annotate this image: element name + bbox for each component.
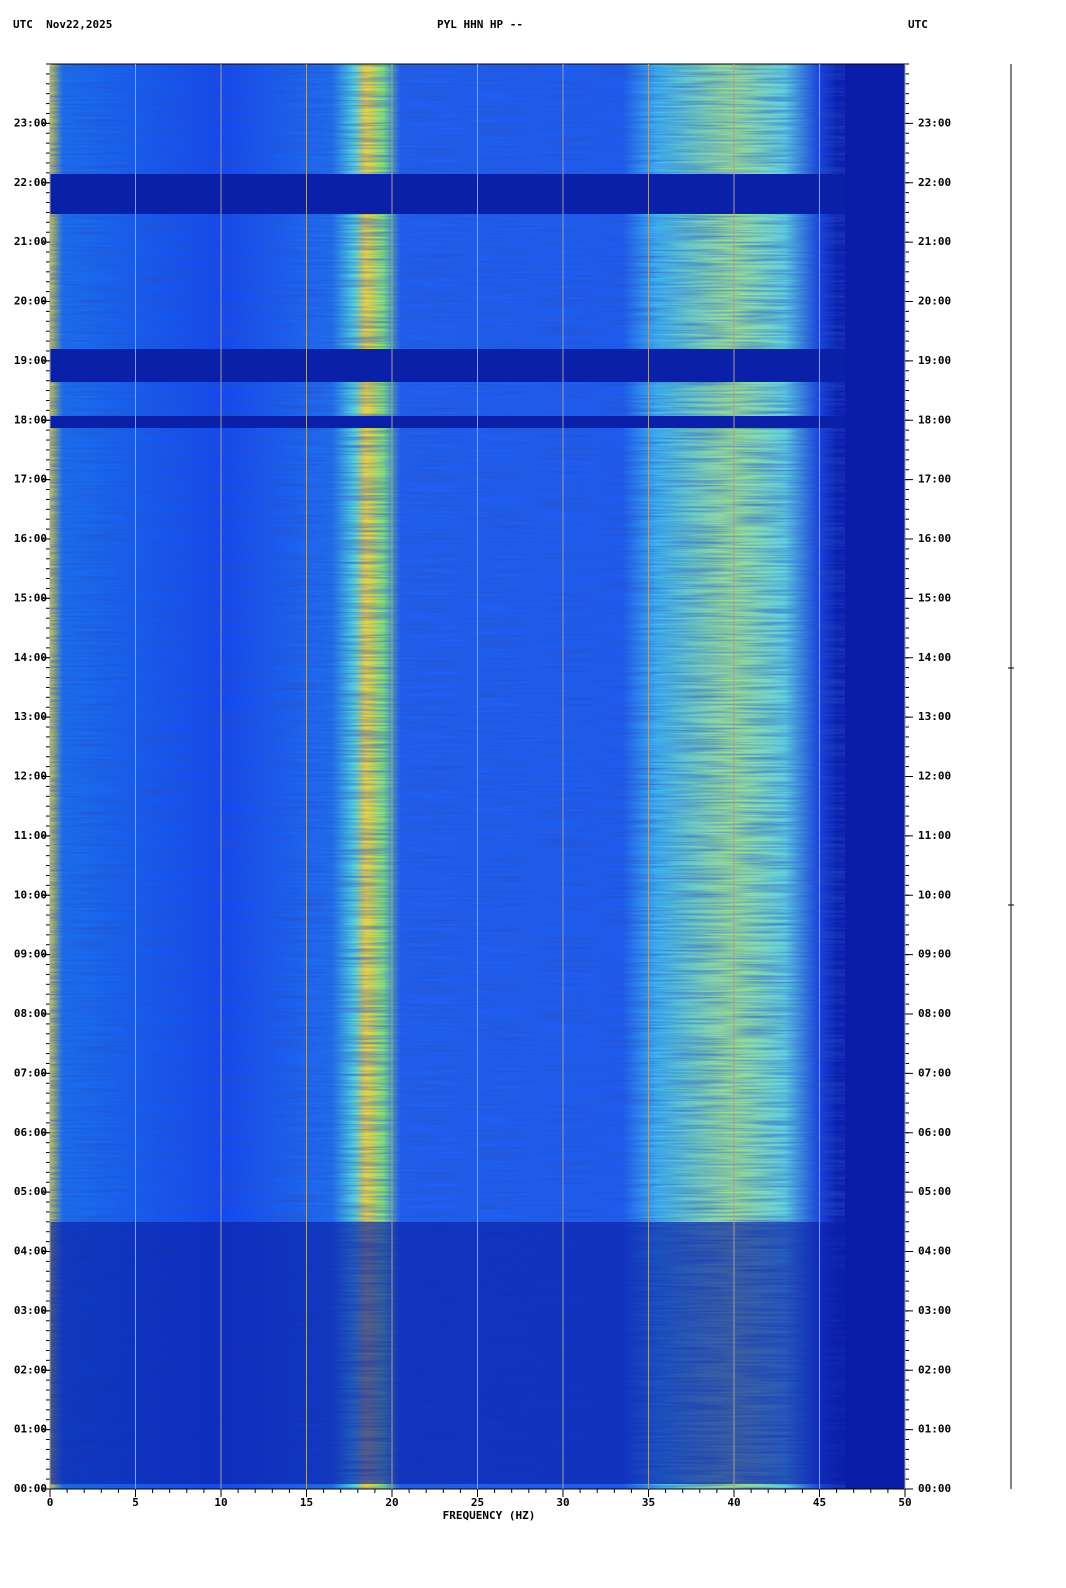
x-tick-label: 40 xyxy=(727,1496,740,1509)
y-tick-label-right: 01:00 xyxy=(918,1423,951,1436)
chart-title: PYL HHN HP -- xyxy=(437,18,523,31)
y-tick-label-right: 04:00 xyxy=(918,1245,951,1258)
y-tick-label: 03:00 xyxy=(14,1304,47,1317)
x-tick-label: 25 xyxy=(471,1496,484,1509)
y-tick-label: 15:00 xyxy=(14,591,47,604)
x-tick-label: 50 xyxy=(898,1496,911,1509)
y-tick-label-right: 06:00 xyxy=(918,1126,951,1139)
x-tick-label: 30 xyxy=(556,1496,569,1509)
x-tick-label: 45 xyxy=(813,1496,826,1509)
x-tick-label: 5 xyxy=(132,1496,139,1509)
y-tick-label: 21:00 xyxy=(14,235,47,248)
y-tick-label: 16:00 xyxy=(14,532,47,545)
y-tick-label-right: 10:00 xyxy=(918,888,951,901)
y-tick-label-right: 00:00 xyxy=(918,1482,951,1495)
y-tick-label-right: 13:00 xyxy=(918,710,951,723)
y-tick-label-right: 23:00 xyxy=(918,116,951,129)
y-tick-label: 12:00 xyxy=(14,770,47,783)
y-tick-label: 00:00 xyxy=(14,1482,47,1495)
y-tick-label-right: 17:00 xyxy=(918,473,951,486)
x-tick-label: 15 xyxy=(300,1496,313,1509)
y-tick-label-right: 18:00 xyxy=(918,413,951,426)
y-tick-label-right: 22:00 xyxy=(918,176,951,189)
y-tick-label: 13:00 xyxy=(14,710,47,723)
y-tick-label: 17:00 xyxy=(14,473,47,486)
y-tick-label: 01:00 xyxy=(14,1423,47,1436)
y-tick-label-right: 20:00 xyxy=(918,295,951,308)
y-tick-label: 04:00 xyxy=(14,1245,47,1258)
y-tick-label-right: 11:00 xyxy=(918,829,951,842)
x-axis-label: FREQUENCY (HZ) xyxy=(443,1509,536,1522)
y-tick-label: 20:00 xyxy=(14,295,47,308)
y-tick-label: 06:00 xyxy=(14,1126,47,1139)
x-tick-label: 35 xyxy=(642,1496,655,1509)
y-tick-label-right: 09:00 xyxy=(918,948,951,961)
y-tick-label: 02:00 xyxy=(14,1363,47,1376)
y-tick-label: 09:00 xyxy=(14,948,47,961)
y-tick-label-right: 02:00 xyxy=(918,1363,951,1376)
y-tick-label: 08:00 xyxy=(14,1007,47,1020)
y-tick-label-right: 05:00 xyxy=(918,1185,951,1198)
x-tick-label: 10 xyxy=(214,1496,227,1509)
side-bar xyxy=(1008,64,1014,1489)
y-tick-label: 10:00 xyxy=(14,888,47,901)
header-right: UTC xyxy=(908,18,928,31)
y-tick-label: 11:00 xyxy=(14,829,47,842)
y-tick-label-right: 14:00 xyxy=(918,651,951,664)
y-tick-label-right: 12:00 xyxy=(918,770,951,783)
x-tick-label: 0 xyxy=(47,1496,54,1509)
y-tick-label: 07:00 xyxy=(14,1066,47,1079)
y-tick-label-right: 21:00 xyxy=(918,235,951,248)
header-left: UTC Nov22,2025 xyxy=(13,18,112,31)
y-tick-label: 14:00 xyxy=(14,651,47,664)
y-tick-label-right: 19:00 xyxy=(918,354,951,367)
y-tick-label: 22:00 xyxy=(14,176,47,189)
y-tick-label: 23:00 xyxy=(14,116,47,129)
y-tick-label-right: 08:00 xyxy=(918,1007,951,1020)
y-tick-label: 19:00 xyxy=(14,354,47,367)
y-tick-label-right: 07:00 xyxy=(918,1066,951,1079)
x-tick-label: 20 xyxy=(385,1496,398,1509)
y-tick-label-right: 03:00 xyxy=(918,1304,951,1317)
y-tick-label-right: 16:00 xyxy=(918,532,951,545)
y-tick-label: 05:00 xyxy=(14,1185,47,1198)
y-tick-label: 18:00 xyxy=(14,413,47,426)
y-tick-label-right: 15:00 xyxy=(918,591,951,604)
